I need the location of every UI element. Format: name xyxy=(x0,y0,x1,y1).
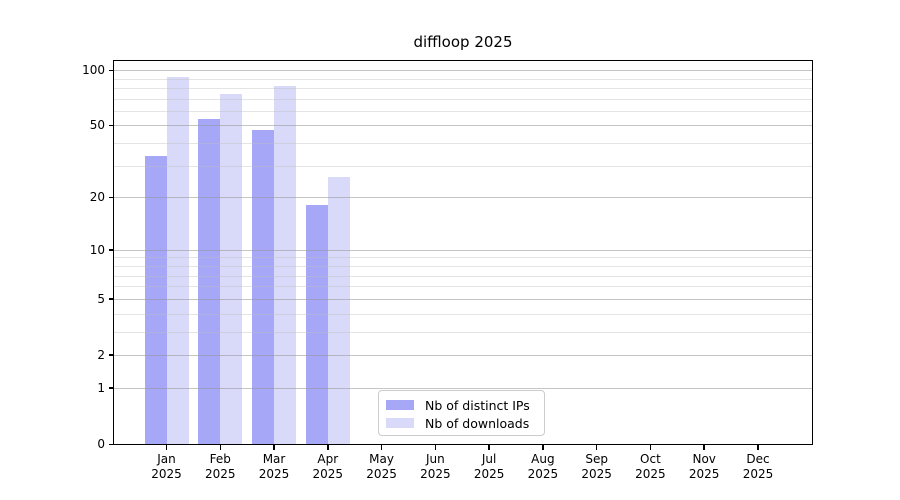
y-tick-mark xyxy=(109,249,113,251)
x-tick-mark xyxy=(273,445,275,450)
y-tick-label: 0 xyxy=(97,437,105,451)
bar-downloads-feb xyxy=(220,94,243,444)
y-tick-label: 50 xyxy=(89,118,105,133)
x-tick-label: Dec 2025 xyxy=(742,452,774,481)
y-tick-label: 10 xyxy=(89,242,105,257)
bar-downloads-apr xyxy=(327,176,350,444)
legend-label-distinct-ips: Nb of distinct IPs xyxy=(425,397,530,413)
x-tick-mark xyxy=(219,445,222,450)
x-tick-label: Feb 2025 xyxy=(204,452,236,481)
y-tick-mark xyxy=(109,387,113,389)
x-tick-label: Sep 2025 xyxy=(581,452,612,481)
legend: Nb of distinct IPs Nb of downloads xyxy=(378,390,545,436)
y-tick-label: 20 xyxy=(89,190,105,205)
bar-downloads-jan xyxy=(166,76,189,444)
y-tick-label: 1 xyxy=(97,380,105,395)
legend-label-downloads: Nb of downloads xyxy=(425,415,530,431)
bar-ips-mar xyxy=(252,130,275,444)
chart-title: diffloop 2025 xyxy=(413,33,513,51)
legend-swatch-downloads xyxy=(386,418,414,428)
y-tick-label: 100 xyxy=(82,63,105,78)
x-tick-label: Oct 2025 xyxy=(635,452,666,481)
x-tick-mark xyxy=(165,445,168,450)
y-tick-label: 5 xyxy=(97,291,105,306)
plot-area xyxy=(113,60,813,445)
bars-layer xyxy=(114,61,812,444)
x-tick-mark xyxy=(327,445,329,450)
y-tick-label: 2 xyxy=(97,347,105,362)
bar-ips-feb xyxy=(198,119,221,444)
bar-ips-jan xyxy=(144,155,167,444)
y-tick-mark xyxy=(109,124,113,127)
x-tick-mark xyxy=(380,445,383,450)
x-tick-label: Aug 2025 xyxy=(527,452,559,481)
x-tick-label: Nov 2025 xyxy=(688,452,720,481)
legend-row-downloads: Nb of downloads xyxy=(386,414,536,432)
y-tick-mark xyxy=(109,354,113,356)
y-tick-mark xyxy=(109,298,113,300)
x-tick-label: Mar 2025 xyxy=(258,452,290,481)
legend-swatch-distinct-ips xyxy=(386,400,414,410)
x-tick-mark xyxy=(488,445,490,450)
x-tick-mark xyxy=(757,445,759,450)
x-tick-label: May 2025 xyxy=(366,452,397,481)
x-tick-label: Apr 2025 xyxy=(312,452,344,481)
y-tick-mark xyxy=(109,443,113,445)
x-tick-mark xyxy=(595,445,598,450)
x-tick-mark xyxy=(649,445,652,450)
y-tick-mark xyxy=(109,196,113,199)
bar-ips-apr xyxy=(305,205,328,444)
x-tick-label: Jan 2025 xyxy=(151,452,182,481)
y-tick-mark xyxy=(109,69,113,72)
legend-row-ips: Nb of distinct IPs xyxy=(386,396,536,414)
x-tick-mark xyxy=(703,445,705,450)
x-tick-label: Jul 2025 xyxy=(473,452,505,481)
x-tick-mark xyxy=(542,445,544,450)
x-tick-mark xyxy=(434,445,437,450)
x-tick-label: Jun 2025 xyxy=(420,452,451,481)
bar-downloads-mar xyxy=(274,85,297,444)
